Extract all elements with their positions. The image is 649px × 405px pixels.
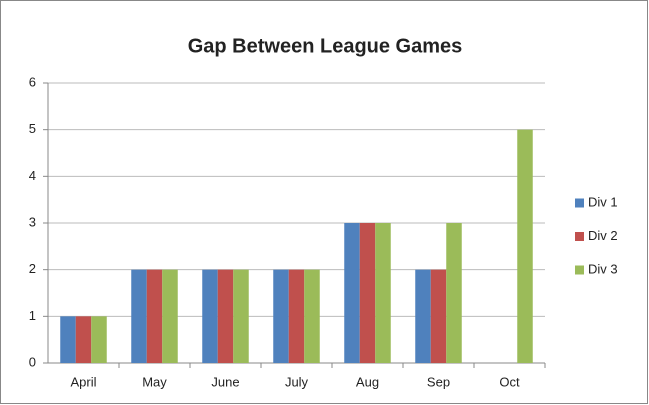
bar — [517, 129, 533, 363]
bar — [273, 269, 289, 363]
bar — [217, 269, 234, 363]
y-tick-label: 6 — [29, 74, 36, 89]
y-tick-label: 4 — [29, 168, 36, 183]
y-tick-label: 5 — [29, 121, 36, 136]
bar — [75, 316, 92, 363]
bar — [430, 269, 447, 363]
bar — [359, 223, 376, 363]
bar — [131, 269, 147, 363]
bar — [162, 269, 178, 363]
legend-label: Div 1 — [588, 194, 618, 209]
x-tick-label: May — [142, 374, 167, 389]
bar — [146, 269, 163, 363]
y-tick-label: 0 — [29, 354, 36, 369]
bar — [304, 269, 320, 363]
legend-swatch — [575, 232, 584, 241]
x-tick-label: April — [70, 374, 96, 389]
bar — [375, 223, 391, 363]
bar — [233, 269, 249, 363]
x-tick-label: Aug — [356, 374, 379, 389]
y-tick-label: 1 — [29, 308, 36, 323]
x-tick-label: Sep — [427, 374, 450, 389]
bar — [60, 316, 76, 363]
y-tick-label: 3 — [29, 214, 36, 229]
bar — [446, 223, 462, 363]
bar — [288, 269, 305, 363]
bar — [91, 316, 107, 363]
bar — [415, 269, 431, 363]
legend-swatch — [575, 198, 584, 208]
x-tick-label: Oct — [499, 374, 520, 389]
bar — [202, 269, 218, 363]
x-tick-label: July — [285, 374, 309, 389]
legend-swatch — [575, 265, 584, 275]
x-tick-label: June — [211, 374, 239, 389]
chart-title: Gap Between League Games — [188, 35, 463, 57]
legend-label: Div 3 — [588, 261, 618, 276]
legend-label: Div 2 — [588, 228, 618, 243]
bar — [344, 223, 360, 363]
y-tick-label: 2 — [29, 261, 36, 276]
